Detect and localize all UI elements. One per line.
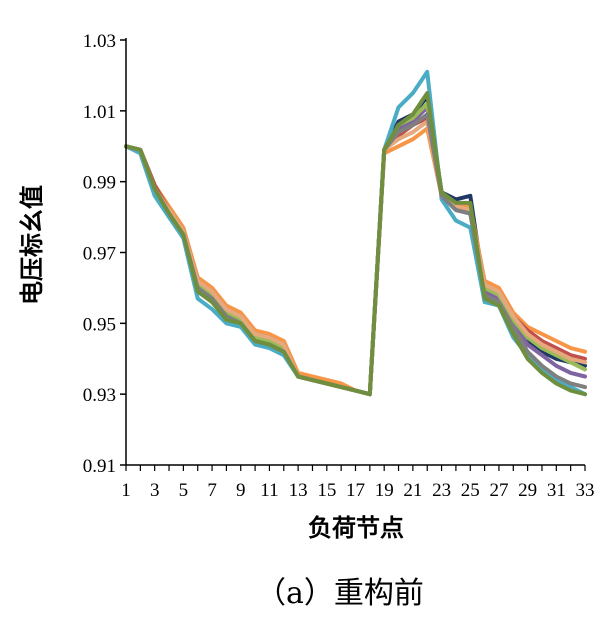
x-tick-label: 29	[518, 480, 537, 501]
series-line-5	[124, 105, 587, 397]
x-tick-label: 11	[260, 480, 278, 501]
x-tick-label: 1	[121, 480, 131, 501]
x-tick-label: 17	[346, 480, 365, 501]
x-tick-label: 19	[375, 480, 394, 501]
x-tick-label: 27	[489, 480, 508, 501]
series-line-7	[124, 119, 587, 397]
y-axis-title: 电压标幺值	[18, 185, 46, 305]
x-tick-label: 9	[236, 480, 246, 501]
y-tick-label: 0.97	[83, 244, 116, 265]
x-tick-label: 15	[317, 480, 336, 501]
series-line-6	[124, 101, 587, 397]
y-tick-label: 0.99	[83, 173, 116, 194]
series-line-2	[124, 69, 587, 397]
y-tick-label: 1.03	[83, 31, 116, 52]
x-tick-label: 7	[207, 480, 217, 501]
series-layer	[124, 69, 587, 397]
series-line-9	[124, 91, 587, 397]
x-tick-label: 33	[576, 480, 595, 501]
x-tick-label: 23	[432, 480, 451, 501]
series-line-4	[124, 115, 587, 397]
x-tick-label: 13	[289, 480, 308, 501]
x-tick-label: 25	[461, 480, 480, 501]
y-tick-label: 0.91	[83, 456, 116, 477]
labels-layer: 0.910.930.950.970.991.011.031 3 5 7 9 11 13 15 1…	[83, 31, 595, 501]
y-tick-label: 1.01	[83, 102, 116, 123]
x-tick-label: 21	[403, 480, 422, 501]
series-line-8	[124, 112, 587, 397]
x-tick-label: 31	[547, 480, 566, 501]
x-tick-label: 3	[150, 480, 160, 501]
series-line-1	[124, 94, 587, 397]
series-line-3	[124, 126, 587, 397]
chart-caption: （a）重构前	[256, 576, 424, 611]
x-axis-title: 负荷节点	[308, 514, 404, 542]
axes-layer	[120, 38, 586, 471]
y-tick-label: 0.95	[83, 314, 116, 335]
x-tick-label: 5	[179, 480, 189, 501]
y-tick-label: 0.93	[83, 385, 116, 406]
